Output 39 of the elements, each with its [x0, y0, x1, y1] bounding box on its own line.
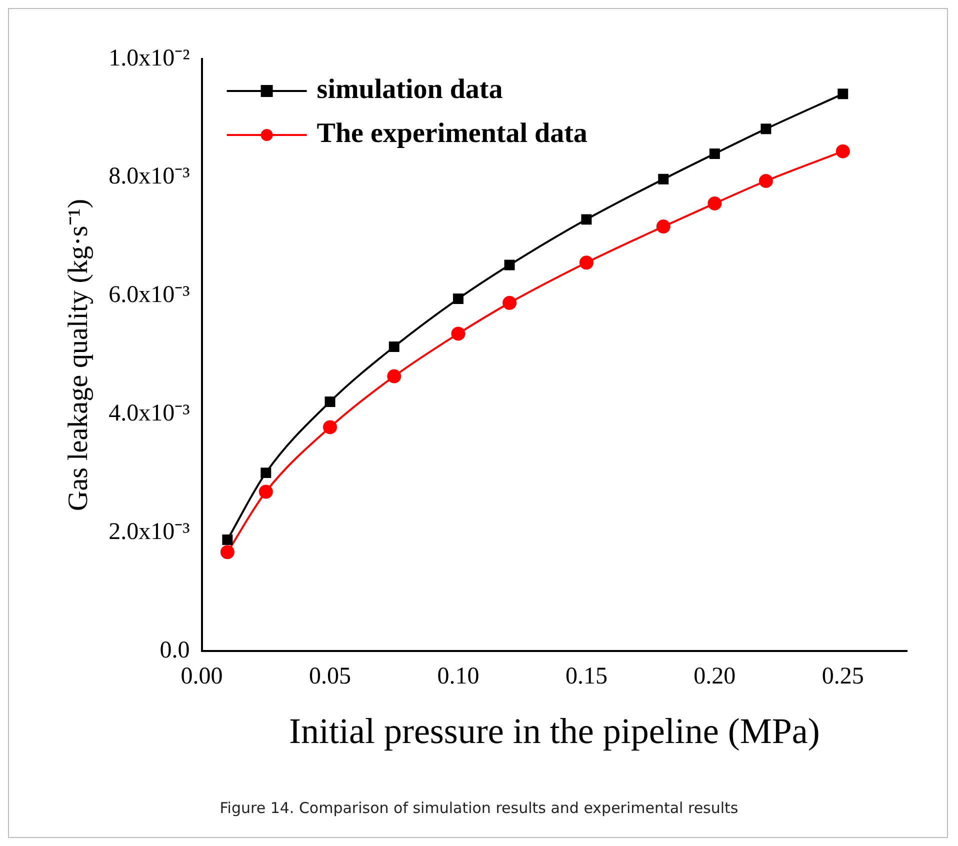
legend-label: The experimental data: [316, 118, 588, 150]
x-tick-label: 0.05: [309, 664, 352, 690]
point: [836, 144, 850, 158]
point: [220, 545, 234, 560]
x-tick-label: 0.10: [437, 664, 480, 690]
point: [260, 468, 272, 478]
point: [504, 260, 515, 270]
point: [324, 396, 336, 408]
y-axis-title: Gas leakage quality (kg·s⁻¹): [63, 198, 94, 512]
point: [323, 420, 338, 434]
point: [222, 534, 233, 545]
point: [708, 196, 722, 210]
legend-label: simulation data: [316, 74, 503, 106]
caption: Figure 14. Comparison of simulation results and experimental results: [218, 799, 740, 817]
point: [581, 214, 592, 225]
y-tick-label: 8.0x10⁻³: [108, 164, 190, 190]
point: [451, 326, 466, 341]
y-tick-label: 2.0x10⁻³: [108, 518, 190, 545]
y-tick-label: 4.0x10⁻³: [108, 400, 190, 426]
x-axis-title: Initial pressure in the pipeline (MPa): [288, 710, 820, 751]
point: [838, 88, 848, 100]
x-tick-label: 0.25: [822, 664, 864, 690]
x-tick-label: 0.00: [180, 664, 223, 690]
point: [658, 174, 669, 184]
point: [656, 220, 670, 234]
y-tick-label: 1.0x10⁻²: [108, 45, 190, 72]
point: [579, 256, 594, 270]
point: [387, 369, 402, 384]
x-tick-label: 0.15: [565, 664, 608, 690]
x-tick-label: 0.20: [694, 664, 736, 690]
point: [502, 296, 517, 310]
point: [709, 148, 720, 159]
point: [258, 484, 273, 499]
point: [388, 341, 400, 352]
point: [760, 124, 772, 134]
y-tick-label: 6.0x10⁻³: [108, 282, 190, 308]
point: [452, 294, 464, 304]
point: [758, 174, 773, 188]
y-tick-label: 0.0: [160, 637, 190, 664]
